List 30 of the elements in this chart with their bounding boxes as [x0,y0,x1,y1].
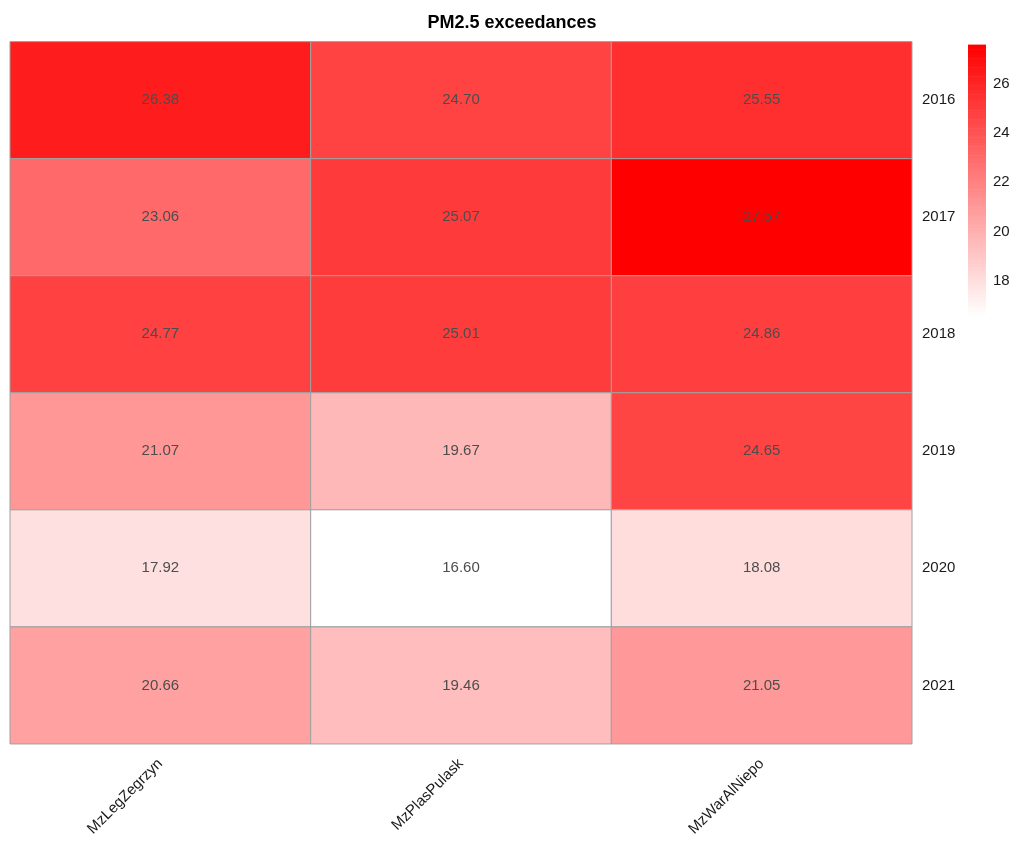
data-label: 24.70 [442,90,480,108]
y-tick-label: 2016 [922,90,956,108]
data-label: 20.66 [141,675,180,693]
color-bar-label: 26 [993,73,1010,91]
y-tick-label: 2019 [922,441,956,459]
color-bar-label: 24 [993,122,1010,140]
y-tick-label: 2017 [922,207,956,225]
data-label: 17.92 [141,558,180,576]
color-bar-label: 18 [993,271,1010,289]
data-label: 21.07 [141,441,180,459]
data-label: 21.05 [742,675,781,693]
data-label: 27.57 [742,207,781,225]
color-bar-label: 20 [993,221,1010,239]
chart-title: PM2.5 exceedances [427,11,597,32]
data-label: 18.08 [742,558,781,576]
data-label: 24.86 [742,324,781,342]
y-tick-label: 2020 [922,558,956,576]
y-tick-label: 2021 [922,675,956,693]
data-label: 24.77 [141,324,180,342]
data-label: 24.65 [742,441,781,459]
data-label: 25.01 [442,324,480,342]
data-label: 19.46 [442,675,480,693]
color-bar-label: 22 [993,172,1010,190]
data-label: 19.67 [442,441,480,459]
data-label: 25.07 [442,207,480,225]
data-label: 23.06 [141,207,180,225]
data-label: 25.55 [742,90,781,108]
data-label: 16.60 [442,558,480,576]
data-label: 26.38 [141,90,180,108]
y-tick-label: 2018 [922,324,956,342]
